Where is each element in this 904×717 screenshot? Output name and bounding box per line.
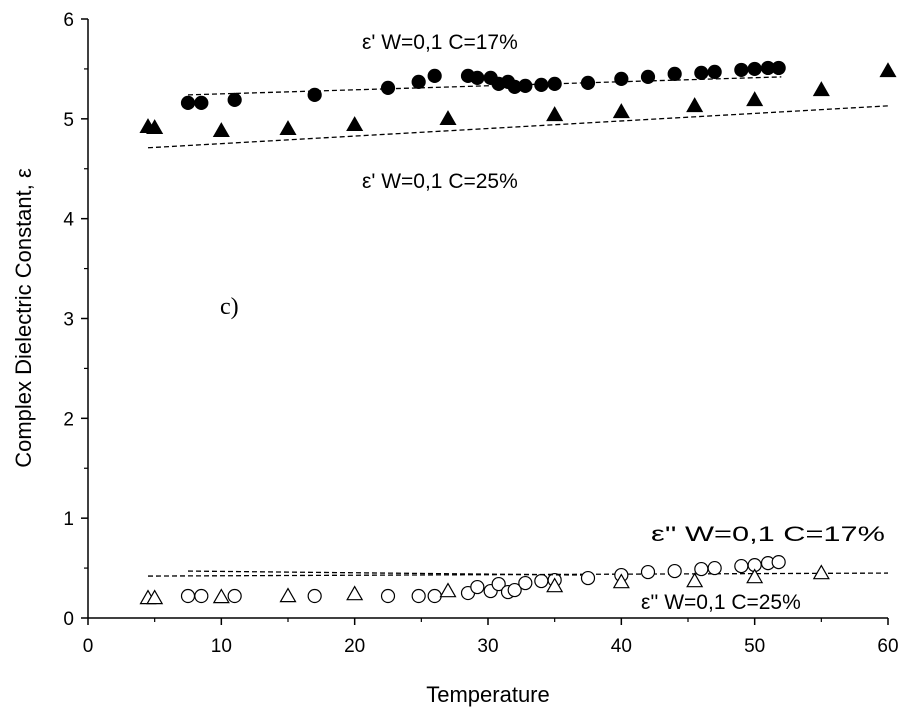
- data-point-filled-circle: [772, 61, 785, 74]
- x-axis-title: Temperature: [426, 682, 550, 707]
- data-point-filled-triangle: [281, 121, 296, 134]
- data-point-filled-circle: [695, 66, 708, 79]
- data-point-filled-circle: [582, 76, 595, 89]
- x-tick-label: 60: [877, 636, 898, 657]
- data-point-filled-circle: [195, 96, 208, 109]
- data-point-open-triangle: [281, 589, 296, 602]
- trend-line-filled-triangle: [148, 106, 888, 148]
- data-point-filled-triangle: [614, 104, 629, 117]
- data-point-filled-circle: [412, 75, 425, 88]
- data-point-filled-triangle: [814, 82, 829, 95]
- y-axis-title: Complex Dielectric Constant, ε: [11, 168, 36, 468]
- data-point-open-triangle: [747, 570, 762, 583]
- data-point-filled-circle: [668, 67, 681, 80]
- y-tick-label: 5: [63, 110, 74, 131]
- data-point-open-circle: [519, 577, 532, 590]
- data-point-open-circle: [382, 590, 395, 603]
- data-point-filled-circle: [182, 96, 195, 109]
- annotation-eps1-c25: ε' W=0,1 C=25%: [362, 170, 518, 193]
- data-point-open-circle: [182, 590, 195, 603]
- panel-label: c): [220, 294, 239, 320]
- y-tick-label: 1: [63, 509, 74, 530]
- data-point-filled-triangle: [441, 111, 456, 124]
- data-point-open-circle: [228, 590, 241, 603]
- y-tick-label: 4: [63, 210, 74, 231]
- y-tick-label: 3: [63, 310, 74, 331]
- x-tick-label: 0: [83, 636, 94, 657]
- data-point-filled-circle: [519, 79, 532, 92]
- x-tick-label: 50: [744, 636, 765, 657]
- data-point-filled-triangle: [347, 117, 362, 130]
- data-point-filled-circle: [548, 77, 561, 90]
- data-point-open-circle: [308, 590, 321, 603]
- data-point-open-triangle: [814, 566, 829, 579]
- x-tick-label: 10: [211, 636, 232, 657]
- data-point-open-circle: [708, 562, 721, 575]
- data-point-filled-circle: [471, 71, 484, 84]
- data-point-filled-circle: [535, 78, 548, 91]
- data-point-filled-circle: [615, 72, 628, 85]
- data-point-filled-triangle: [881, 63, 896, 76]
- data-point-open-circle: [412, 590, 425, 603]
- data-point-open-circle: [642, 566, 655, 579]
- x-tick-label: 20: [344, 636, 365, 657]
- y-tick-label: 0: [63, 609, 74, 630]
- data-point-filled-circle: [708, 65, 721, 78]
- data-point-open-circle: [668, 565, 681, 578]
- data-point-open-circle: [535, 575, 548, 588]
- data-point-filled-triangle: [547, 107, 562, 120]
- data-point-filled-circle: [642, 70, 655, 83]
- x-tick-label: 40: [611, 636, 632, 657]
- data-point-filled-circle: [748, 62, 761, 75]
- data-point-open-triangle: [441, 584, 456, 597]
- data-point-open-circle: [428, 590, 441, 603]
- data-point-filled-triangle: [687, 98, 702, 111]
- data-point-open-circle: [772, 556, 785, 569]
- y-tick-label: 2: [63, 409, 74, 430]
- data-point-filled-triangle: [214, 123, 229, 136]
- annotation-eps2-c25: ε'' W=0,1 C=25%: [641, 591, 801, 614]
- data-point-filled-triangle: [747, 92, 762, 105]
- data-point-open-circle: [695, 563, 708, 576]
- data-point-open-circle: [195, 590, 208, 603]
- data-point-filled-circle: [228, 93, 241, 106]
- data-point-open-circle: [582, 572, 595, 585]
- data-point-filled-circle: [428, 69, 441, 82]
- data-point-filled-circle: [735, 63, 748, 76]
- data-point-open-circle: [471, 581, 484, 594]
- data-point-filled-circle: [382, 81, 395, 94]
- data-point-open-triangle: [214, 590, 229, 603]
- data-point-open-triangle: [347, 587, 362, 600]
- annotation-eps2-c17: ε'' W=0,1 C=17%: [651, 523, 885, 546]
- annotation-eps1-c17: ε' W=0,1 C=17%: [362, 31, 518, 54]
- data-point-open-circle: [735, 560, 748, 573]
- y-tick-label: 6: [63, 10, 74, 31]
- data-point-filled-circle: [308, 88, 321, 101]
- x-tick-label: 30: [477, 636, 498, 657]
